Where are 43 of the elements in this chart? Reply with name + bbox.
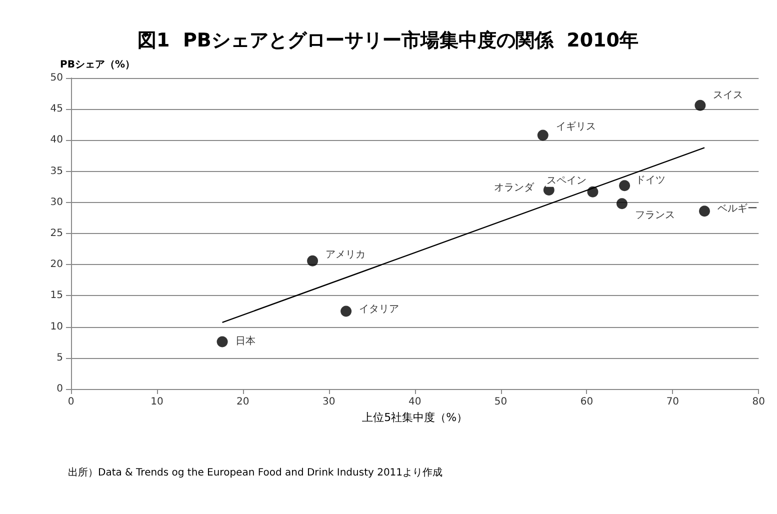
point [616,198,628,210]
annotation: イギリス [556,120,596,133]
annotation: イタリア [359,304,400,315]
y-tick-label: 20 [50,259,63,270]
x-tick-label: 50 [494,396,508,408]
y-tick-label: 50 [50,72,63,84]
point [694,100,706,111]
y-tick-label: 30 [50,196,63,208]
annotation: 日本 [235,335,256,348]
point [340,306,352,317]
y-tick-label: 45 [50,104,63,115]
point [307,255,318,266]
x-tick-label: 20 [236,396,250,408]
x-tick-label: 40 [408,396,422,408]
y-tick-label: 0 [56,384,63,394]
x-axis-title: 上位5社集中度（%） [362,410,468,424]
point [699,206,710,217]
y-tick-label: 40 [50,134,63,146]
annotation: スイス [713,90,744,101]
annotation: オランダ [494,181,535,194]
annotation: フランス [634,210,675,222]
y-tick-label: 5 [56,352,63,364]
x-tick-label: 10 [150,396,164,408]
y-tick-label: 15 [50,290,63,302]
y-axis-title: PBシェア（%） [60,60,135,70]
annotation: ベルギー [717,202,758,215]
x-tick-label: 30 [322,396,336,408]
y-tick-label: 35 [50,166,63,177]
annotation: ドイツ [636,175,666,186]
annotation: スペイン [546,175,587,186]
point [619,180,630,192]
chart-title: 図1 PBシェアとグローサリー市場集中度の関係 2010年 [138,30,638,52]
x-tick-label: 80 [752,396,766,408]
y-tick-label: 25 [50,228,63,239]
x-tick-label: 70 [666,396,680,408]
annotation: アメリカ [326,249,366,260]
point [587,186,598,198]
x-tick-label: 0 [68,396,74,408]
point [216,336,228,348]
y-tick-label: 10 [50,321,63,332]
point [537,130,548,141]
text: 出所）Data & Trends og the European Food and Drink Industy 2011より作成 [68,466,443,478]
x-tick-label: 60 [580,396,594,408]
